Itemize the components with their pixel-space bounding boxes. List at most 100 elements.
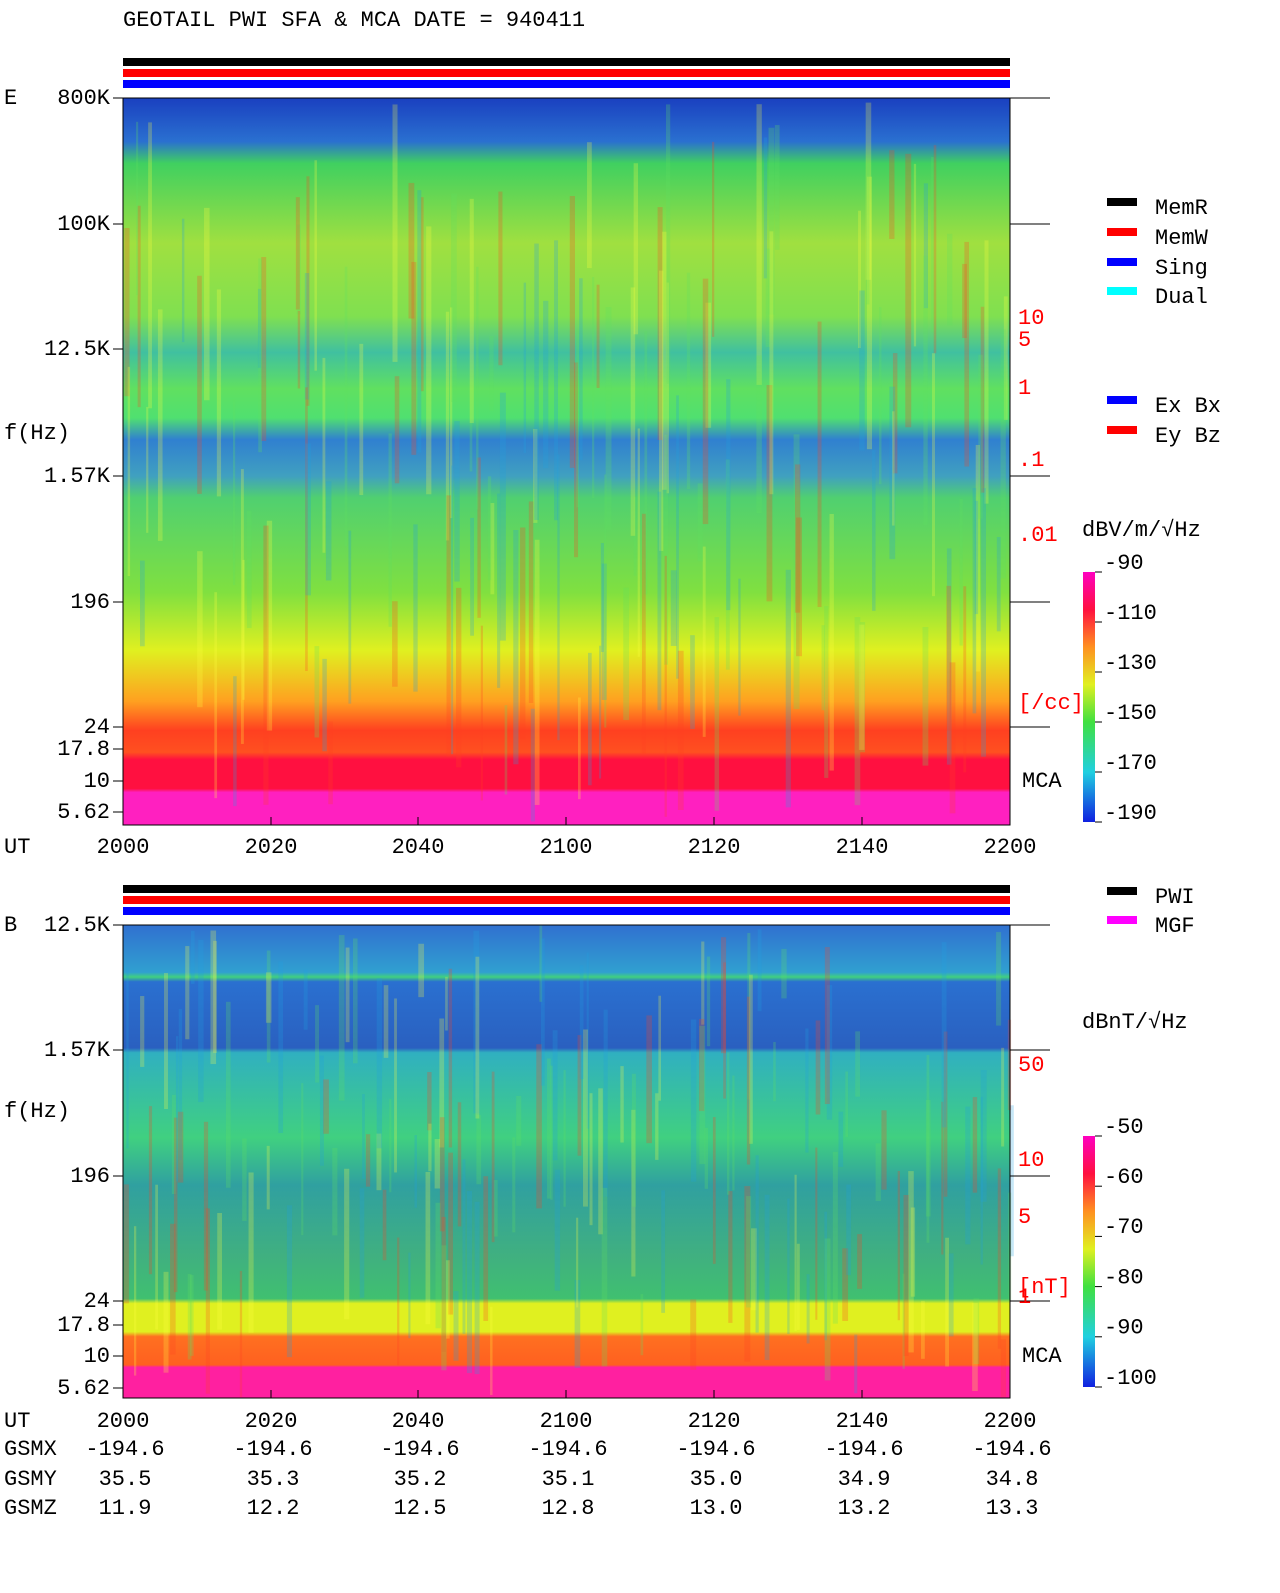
legend-swatch: [1107, 916, 1137, 924]
texture: [392, 601, 398, 687]
texture: [148, 122, 152, 408]
texture: [845, 1071, 848, 1136]
texture: [547, 1058, 551, 1198]
texture: [124, 1184, 129, 1303]
texture: [470, 199, 474, 423]
texture: [305, 444, 311, 596]
texture: [749, 975, 753, 1144]
time-label: 2120: [688, 1409, 741, 1434]
colorbar-title: dBnT/√Hz: [1082, 1010, 1188, 1035]
freq-label: 10: [84, 769, 110, 794]
orbit-value: -194.6: [233, 1437, 312, 1462]
texture: [520, 528, 525, 740]
texture: [377, 978, 382, 1148]
texture: [623, 588, 629, 720]
texture: [713, 1117, 716, 1264]
time-label: 2020: [245, 835, 298, 860]
freq-label: 10: [84, 1344, 110, 1369]
texture: [926, 1100, 931, 1217]
texture: [855, 617, 861, 805]
texture: [1008, 1020, 1011, 1110]
texture: [158, 309, 163, 540]
orbit-value: 35.2: [394, 1467, 447, 1492]
title: GEOTAIL PWI SFA & MCA DATE = 940411: [123, 8, 585, 33]
texture: [590, 1093, 593, 1225]
texture: [632, 1074, 636, 1207]
texture: [346, 948, 350, 1043]
texture: [830, 514, 834, 771]
texture: [796, 517, 802, 656]
texture: [389, 433, 392, 626]
orbit-value: -194.6: [824, 1437, 903, 1462]
texture: [476, 267, 478, 510]
texture: [258, 258, 262, 452]
texture: [592, 277, 594, 498]
texture: [529, 501, 533, 703]
texture: [494, 1180, 498, 1237]
texture: [384, 985, 389, 1058]
texture: [642, 514, 646, 753]
texture: [155, 1185, 158, 1330]
legend-label: MGF: [1155, 914, 1195, 939]
texture: [134, 1226, 136, 1375]
orbit-value: 13.3: [986, 1496, 1039, 1521]
texture: [524, 283, 526, 453]
texture: [876, 1143, 881, 1201]
texture: [932, 353, 935, 596]
texture: [451, 466, 453, 755]
texture: [662, 232, 667, 490]
texture: [456, 588, 461, 767]
freq-label: 17.8: [57, 1313, 110, 1338]
density-label: 1: [1018, 376, 1031, 401]
time-axis-label: UT: [4, 1409, 30, 1434]
texture: [787, 1199, 789, 1334]
texture: [973, 488, 977, 713]
texture: [241, 469, 244, 744]
texture: [149, 1106, 152, 1274]
texture: [204, 208, 210, 400]
texture: [1001, 1339, 1006, 1397]
colorbar-label: -50: [1104, 1115, 1144, 1140]
freq-label: 5.62: [57, 800, 110, 825]
texture: [822, 625, 825, 710]
texture: [214, 592, 217, 798]
density-label: .01: [1018, 523, 1058, 548]
legend-label: Sing: [1155, 256, 1208, 281]
texture: [543, 301, 548, 468]
status-bar: [123, 885, 1010, 893]
texture: [641, 1294, 644, 1355]
texture: [931, 157, 934, 332]
orbit-value: 13.2: [838, 1496, 891, 1521]
texture: [965, 1107, 970, 1245]
texture: [315, 646, 320, 737]
texture: [606, 307, 612, 530]
texture: [638, 428, 640, 656]
texture: [488, 476, 491, 580]
texture: [426, 1172, 431, 1324]
texture: [602, 1188, 608, 1366]
legend-label: MemR: [1155, 196, 1208, 221]
orbit-value: 35.5: [99, 1467, 152, 1492]
time-label: 2040: [392, 835, 445, 860]
texture: [914, 164, 916, 346]
texture: [267, 1146, 270, 1210]
mca-label: MCA: [1022, 1344, 1062, 1369]
y-label: f(Hz): [4, 1099, 70, 1124]
texture: [531, 709, 535, 822]
texture: [773, 1042, 776, 1101]
texture: [233, 399, 235, 585]
texture: [727, 1052, 730, 1194]
colorbar: [1083, 572, 1095, 822]
orbit-value: -194.6: [972, 1437, 1051, 1462]
orbit-value: 35.3: [247, 1467, 300, 1492]
texture: [818, 322, 822, 607]
texture: [570, 196, 575, 468]
texture: [359, 344, 363, 495]
texture: [408, 1253, 410, 1339]
texture: [322, 358, 325, 553]
texture: [765, 1195, 770, 1360]
texture: [197, 276, 202, 494]
texture: [854, 1335, 857, 1394]
colorbar-title: dBV/m/√Hz: [1082, 518, 1201, 543]
texture: [339, 935, 345, 1101]
